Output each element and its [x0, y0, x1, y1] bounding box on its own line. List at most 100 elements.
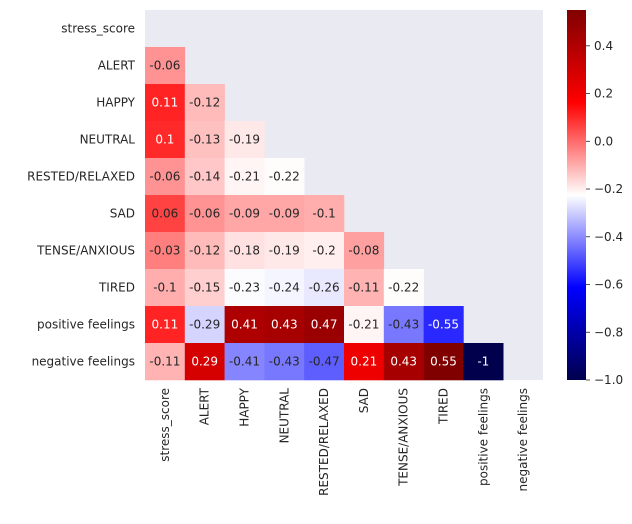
heatmap-cell	[264, 306, 305, 344]
cell-annotation: -0.2	[312, 244, 335, 258]
heatmap-cell	[383, 269, 424, 307]
cell-annotation: -0.06	[149, 59, 180, 73]
cell-annotation: -0.09	[269, 207, 300, 221]
heatmap-cell	[383, 306, 424, 344]
cell-annotation: -0.1	[153, 281, 176, 295]
heatmap-cell	[344, 232, 385, 270]
cell-annotation: -0.1	[312, 207, 335, 221]
colorbar-tick-label: 0.2	[594, 87, 613, 101]
colorbar-tick-label: −0.6	[594, 278, 623, 292]
row-label: SAD	[110, 207, 135, 221]
column-label: SAD	[357, 388, 371, 413]
cell-annotation: -0.15	[189, 281, 220, 295]
heatmap-cell	[224, 269, 265, 307]
heatmap-cell	[224, 158, 265, 196]
heatmap-cell	[145, 47, 186, 85]
cell-annotation: 0.43	[390, 355, 417, 369]
cell-annotation: -0.21	[348, 318, 379, 332]
heatmap-cell	[463, 343, 504, 381]
cell-annotation: 0.29	[191, 355, 218, 369]
heatmap-cell	[423, 306, 464, 344]
cell-annotation: -0.43	[269, 355, 300, 369]
cell-annotation: -0.22	[269, 170, 300, 184]
row-label: HAPPY	[96, 96, 135, 110]
cell-annotation: -0.11	[149, 355, 180, 369]
column-label: TIRED	[437, 388, 451, 425]
cell-annotation: -0.06	[149, 170, 180, 184]
cell-annotation: 0.06	[152, 207, 179, 221]
heatmap-cell	[184, 158, 225, 196]
colorbar-ticks: 0.4 0.2 0.0 −0.2 −0.4 −0.6 −0.8 −1.0	[586, 39, 623, 387]
column-label: RESTED/RELAXED	[317, 388, 331, 496]
cell-annotation: -0.06	[189, 207, 220, 221]
heatmap-cell	[145, 121, 186, 159]
heatmap-cell	[184, 343, 225, 381]
cell-annotation: -0.26	[309, 281, 340, 295]
cell-annotation: 0.41	[231, 318, 258, 332]
heatmap-cell	[224, 232, 265, 270]
colorbar-tick-label: −1.0	[594, 373, 623, 387]
row-label: negative feelings	[32, 355, 135, 369]
heatmap-cell	[264, 158, 305, 196]
heatmap-cells: -0.06 0.11 -0.12 0.1 -0.13 -0.19 -0.06 -0.14 -0.…	[145, 47, 504, 381]
row-label: RESTED/RELAXED	[27, 170, 135, 184]
heatmap-cell	[264, 195, 305, 233]
cell-annotation: -0.23	[229, 281, 260, 295]
heatmap-cell	[145, 195, 186, 233]
cell-annotation: 0.55	[430, 355, 457, 369]
heatmap-cell	[145, 343, 186, 381]
cell-annotation: -0.21	[229, 170, 260, 184]
heatmap-cell	[184, 306, 225, 344]
column-label: positive feelings	[476, 388, 490, 486]
column-labels: stress_score ALERT HAPPY NEUTRAL RESTED/RELA…	[158, 387, 530, 496]
row-label: positive feelings	[37, 318, 135, 332]
cell-annotation: -0.13	[189, 133, 220, 147]
cell-annotation: 0.21	[351, 355, 378, 369]
cell-annotation: -0.24	[269, 281, 300, 295]
column-label: NEUTRAL	[277, 388, 291, 444]
cell-annotation: 0.11	[152, 318, 179, 332]
heatmap-cell	[304, 269, 345, 307]
cell-annotation: -1	[477, 355, 489, 369]
cell-annotation: -0.12	[189, 96, 220, 110]
colorbar-tick-label: 0.4	[594, 39, 613, 53]
column-label: negative feelings	[516, 388, 530, 491]
cell-annotation: 0.1	[155, 133, 174, 147]
column-label: HAPPY	[238, 387, 252, 426]
colorbar-tick-label: −0.8	[594, 325, 623, 339]
heatmap-cell	[304, 343, 345, 381]
cell-annotation: -0.43	[388, 318, 419, 332]
row-label: stress_score	[61, 22, 135, 36]
heatmap-cell	[224, 343, 265, 381]
heatmap-cell	[423, 343, 464, 381]
heatmap-cell	[145, 158, 186, 196]
cell-annotation: -0.47	[309, 355, 340, 369]
cell-annotation: -0.55	[428, 318, 459, 332]
cell-annotation: -0.09	[229, 207, 260, 221]
heatmap-cell	[145, 306, 186, 344]
heatmap-cell	[184, 232, 225, 270]
heatmap-cell	[304, 195, 345, 233]
cell-annotation: -0.11	[348, 281, 379, 295]
colorbar-tick-label: 0.0	[594, 134, 613, 148]
heatmap-cell	[145, 84, 186, 122]
cell-annotation: -0.18	[229, 244, 260, 258]
cell-annotation: -0.14	[189, 170, 220, 184]
cell-annotation: 0.11	[152, 96, 179, 110]
row-label: TENSE/ANXIOUS	[36, 244, 135, 258]
cell-annotation: 0.43	[271, 318, 298, 332]
heatmap-cell	[184, 121, 225, 159]
cell-annotation: -0.41	[229, 355, 260, 369]
cell-annotation: -0.19	[229, 133, 260, 147]
cell-annotation: -0.12	[189, 244, 220, 258]
heatmap-cell	[224, 195, 265, 233]
heatmap-cell	[344, 343, 385, 381]
cell-annotation: -0.03	[149, 244, 180, 258]
row-label: TIRED	[98, 281, 135, 295]
heatmap-cell	[224, 306, 265, 344]
heatmap-cell	[184, 269, 225, 307]
cell-annotation: -0.08	[348, 244, 379, 258]
heatmap-cell	[383, 343, 424, 381]
heatmap-cell	[145, 232, 186, 270]
